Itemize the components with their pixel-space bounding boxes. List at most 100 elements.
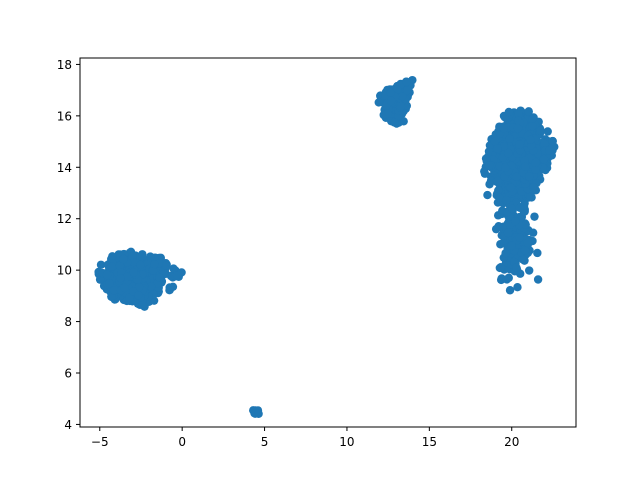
data-point: [540, 139, 549, 148]
data-point: [383, 109, 393, 119]
data-point: [520, 246, 530, 255]
data-point: [503, 228, 513, 238]
data-point: [536, 126, 545, 135]
data-point: [124, 293, 134, 303]
data-point: [507, 241, 517, 250]
data-point: [494, 186, 503, 195]
data-point: [533, 248, 542, 258]
data-point: [480, 169, 490, 178]
data-point: [503, 148, 513, 158]
data-point: [533, 275, 543, 284]
data-point: [515, 203, 525, 212]
data-point: [122, 272, 132, 282]
y-tick-label: 6: [64, 367, 72, 381]
data-point: [136, 260, 145, 270]
y-tick-label: 10: [57, 264, 72, 278]
data-point: [483, 190, 492, 200]
data-point: [402, 86, 412, 95]
data-point: [528, 228, 538, 237]
data-point: [505, 286, 515, 295]
data-point: [119, 255, 128, 264]
data-point: [528, 122, 537, 131]
data-point: [162, 261, 171, 270]
y-tick-label: 18: [57, 58, 72, 72]
data-point: [543, 127, 552, 136]
data-point: [530, 212, 539, 221]
data-point: [120, 283, 129, 293]
data-point: [485, 180, 494, 189]
data-point: [513, 283, 522, 292]
data-point: [499, 124, 509, 133]
data-point: [504, 107, 514, 117]
data-point: [499, 142, 509, 151]
data-point: [129, 258, 138, 267]
data-point: [506, 183, 516, 192]
data-point: [548, 137, 557, 146]
data-point: [493, 176, 502, 186]
data-point: [495, 193, 504, 203]
data-point: [493, 144, 502, 153]
data-point: [525, 266, 534, 275]
data-point: [150, 259, 159, 269]
data-point: [529, 183, 538, 192]
data-point: [490, 137, 500, 146]
data-point: [512, 172, 521, 182]
data-point: [107, 262, 116, 271]
data-point: [525, 172, 534, 181]
data-point: [518, 254, 527, 264]
data-point: [504, 273, 513, 283]
data-point: [402, 77, 411, 86]
y-tick-label: 4: [64, 418, 72, 432]
data-point: [502, 196, 511, 205]
y-tick-label: 8: [64, 315, 72, 329]
data-point: [134, 282, 144, 292]
data-point: [155, 273, 164, 282]
data-point: [172, 271, 182, 280]
y-tick-label: 12: [57, 212, 72, 226]
data-point: [396, 102, 406, 111]
data-point: [134, 290, 143, 300]
x-tick-label: 20: [504, 435, 519, 449]
data-point: [521, 162, 530, 171]
data-point: [374, 98, 383, 107]
data-point: [96, 260, 106, 269]
data-point: [523, 238, 533, 248]
data-point: [514, 109, 523, 119]
axes-frame: [79, 57, 577, 428]
x-tick-label: 15: [422, 435, 437, 449]
data-point: [105, 279, 114, 288]
data-point: [528, 114, 537, 124]
data-point: [521, 220, 530, 229]
data-point: [115, 261, 125, 270]
data-point: [513, 124, 523, 133]
data-point: [169, 264, 178, 273]
data-point: [398, 91, 407, 101]
data-point: [491, 224, 501, 234]
data-point: [515, 140, 524, 149]
x-axis: −5 0 5 10 15 20: [91, 427, 519, 449]
data-point: [116, 273, 125, 283]
data-point: [102, 270, 112, 280]
data-point: [109, 286, 119, 295]
data-point: [512, 263, 521, 272]
y-axis: 4 6 8 10 12 14 16 18: [57, 58, 80, 432]
x-tick-label: 10: [339, 435, 354, 449]
data-point: [484, 147, 494, 156]
data-point: [146, 282, 156, 291]
data-point: [129, 268, 139, 277]
data-point: [165, 286, 174, 295]
data-point: [539, 154, 549, 164]
data-point: [386, 96, 396, 106]
data-point: [254, 409, 263, 418]
data-point: [507, 204, 517, 214]
data-point: [496, 263, 506, 272]
data-point: [500, 163, 510, 172]
data-point: [524, 107, 533, 116]
x-tick-label: 0: [178, 435, 186, 449]
x-tick-label: 5: [261, 435, 269, 449]
data-point: [138, 252, 147, 262]
y-tick-label: 14: [57, 161, 72, 175]
y-tick-label: 16: [57, 109, 72, 123]
